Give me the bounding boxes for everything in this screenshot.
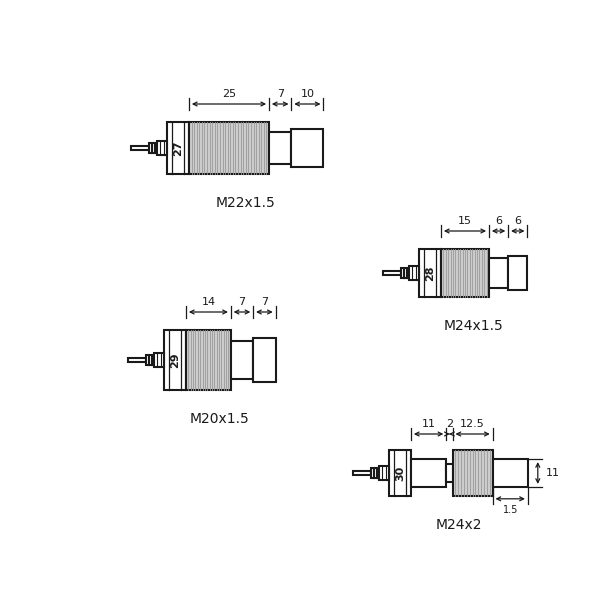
Bar — [253, 338, 275, 382]
Text: 11: 11 — [422, 419, 436, 429]
Bar — [446, 464, 452, 482]
Bar — [131, 146, 149, 150]
Text: 7: 7 — [261, 297, 268, 307]
Bar — [269, 132, 292, 164]
Text: 1.5: 1.5 — [503, 505, 518, 515]
Bar — [489, 258, 508, 288]
Text: 2: 2 — [446, 419, 453, 429]
Text: 12.5: 12.5 — [460, 419, 485, 429]
Text: 7: 7 — [238, 297, 245, 307]
Bar — [441, 249, 489, 297]
Text: M22x1.5: M22x1.5 — [215, 196, 275, 210]
Text: 28: 28 — [425, 265, 435, 281]
Text: 11: 11 — [546, 468, 560, 478]
Text: M24x2: M24x2 — [435, 518, 482, 532]
Bar — [401, 268, 409, 278]
Text: 27: 27 — [173, 140, 183, 156]
Bar — [379, 466, 389, 480]
Text: 6: 6 — [514, 216, 521, 226]
Bar — [389, 450, 411, 496]
Bar — [231, 341, 253, 379]
Bar — [292, 129, 323, 167]
Bar — [167, 122, 189, 174]
Bar — [154, 353, 164, 367]
Bar — [371, 468, 379, 478]
Text: 6: 6 — [495, 216, 502, 226]
Text: 25: 25 — [222, 89, 236, 99]
Bar — [146, 355, 154, 365]
Bar — [452, 450, 493, 496]
Bar — [128, 358, 146, 362]
Bar — [189, 122, 269, 174]
Bar — [493, 459, 528, 487]
Bar — [164, 330, 186, 390]
Bar — [353, 471, 371, 475]
Text: M24x1.5: M24x1.5 — [443, 319, 503, 333]
Text: 29: 29 — [170, 352, 180, 368]
Bar — [149, 143, 157, 153]
Bar — [383, 271, 401, 275]
Text: 14: 14 — [202, 297, 215, 307]
Text: 7: 7 — [277, 89, 284, 99]
Bar — [409, 266, 419, 280]
Bar — [157, 141, 167, 155]
Text: M20x1.5: M20x1.5 — [190, 412, 250, 426]
Bar — [411, 459, 446, 487]
Bar — [186, 330, 231, 390]
Bar — [508, 256, 527, 290]
Text: 15: 15 — [458, 216, 472, 226]
Text: 30: 30 — [395, 466, 405, 481]
Text: 10: 10 — [301, 89, 314, 99]
Bar — [419, 249, 441, 297]
